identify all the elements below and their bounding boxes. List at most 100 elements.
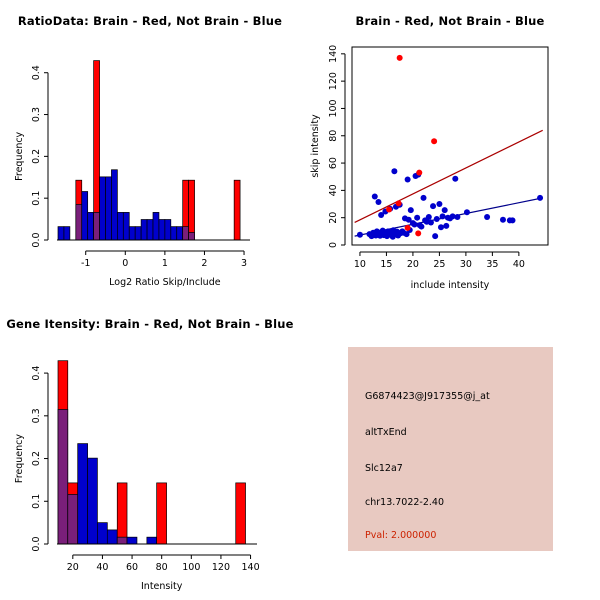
- scatter-point: [356, 231, 363, 238]
- histogram-bar: [235, 482, 246, 545]
- x-tick-label: 30: [460, 259, 472, 270]
- histogram-bar: [134, 226, 142, 241]
- y-tick-label: 0.2: [31, 451, 42, 466]
- svg-ratio-content: 0.0 0.1 0.2 0.3 0.4 -1 0 1 2 3 Log2 Ratio Skip/Inc…: [14, 60, 250, 288]
- histogram-bar-overlap: [182, 226, 189, 241]
- histogram-bar: [128, 226, 136, 241]
- fit-line-brain-fit: [354, 129, 543, 224]
- scatter-point: [386, 206, 393, 213]
- plot-area: [354, 54, 544, 240]
- scatter-point: [431, 138, 438, 145]
- scatter-point: [375, 198, 382, 205]
- x-tick-label: 80: [156, 562, 168, 573]
- x-tick-label: 40: [513, 259, 525, 270]
- histogram-bar: [170, 226, 178, 241]
- y-tick-label: 0.1: [31, 494, 42, 509]
- histogram-bar: [146, 536, 157, 545]
- histogram-bar: [176, 226, 184, 241]
- y-tick-label: 0: [328, 242, 339, 248]
- scatter-point: [416, 169, 423, 176]
- scatter-point: [407, 207, 414, 214]
- scatter-point: [484, 214, 491, 221]
- histogram-bar: [156, 482, 167, 545]
- histogram-bar-overlap: [67, 494, 79, 545]
- y-tick-label: 0.4: [31, 65, 42, 80]
- info-locus: chr13.7022-2.40: [365, 497, 445, 508]
- histogram-bar: [77, 443, 88, 545]
- scatter-point: [454, 214, 461, 221]
- scatter-point: [427, 219, 434, 226]
- scatter-point: [418, 223, 425, 230]
- histogram-bar: [233, 179, 241, 241]
- x-tick-label: 100: [182, 562, 200, 573]
- histogram-bar: [97, 522, 108, 545]
- x-tick-label: 25: [433, 259, 445, 270]
- scatter-point: [414, 214, 421, 221]
- scatter-point: [436, 201, 443, 208]
- scatter-point: [430, 203, 437, 210]
- gene-info-panel: G6874423@J917355@j_at altTxEnd Slc12a7 c…: [348, 347, 553, 551]
- y-tick-label: 0.3: [31, 408, 42, 423]
- histogram-bar: [87, 212, 94, 241]
- plot-frame: [351, 46, 549, 246]
- histogram-bar: [99, 176, 106, 241]
- x-tick-label: 10: [354, 259, 366, 270]
- x-tick-label: 3: [241, 258, 247, 269]
- histogram-bar: [152, 212, 160, 241]
- histogram-bar-overlap: [75, 204, 83, 241]
- y-tick-label: 0.1: [31, 191, 42, 206]
- x-tick-label: 2: [201, 258, 207, 269]
- y-tick-label: 60: [328, 157, 339, 169]
- scatter-point: [411, 221, 418, 228]
- x-tick-label: -1: [81, 258, 90, 269]
- ratio-histogram-title: RatioData: Brain - Red, Not Brain - Blue: [17, 14, 283, 28]
- histogram-bar-overlap: [188, 232, 195, 241]
- x-axis-label: include intensity: [411, 280, 490, 291]
- scatter-point: [432, 233, 439, 240]
- info-probe-id: G6874423@J917355@j_at: [365, 391, 490, 402]
- histogram-bar: [188, 179, 195, 241]
- histogram-bar: [117, 212, 124, 241]
- y-tick-label: 0.0: [31, 536, 42, 551]
- x-tick-label: 1: [162, 258, 168, 269]
- histogram-bar: [146, 219, 154, 241]
- scatter-point: [499, 216, 506, 223]
- histogram-bar-overlap: [57, 409, 69, 545]
- scatter-point: [463, 209, 470, 216]
- histogram-bar-overlap: [116, 536, 128, 545]
- scatter-point: [509, 217, 516, 224]
- histogram-bar: [122, 212, 130, 241]
- scatter-point: [396, 54, 403, 61]
- x-tick-label: 40: [96, 562, 108, 573]
- scatter-point: [437, 224, 444, 231]
- y-tick-label: 120: [328, 72, 339, 90]
- histogram-bar: [87, 457, 98, 545]
- histogram-bar: [57, 226, 65, 241]
- panel-gene-intensity-histogram: Gene Itensity: Brain - Red, Not Brain - …: [0, 300, 300, 600]
- x-tick-label: 20: [67, 562, 79, 573]
- y-tick-label: 0.0: [31, 232, 42, 247]
- histogram-bar: [158, 219, 166, 241]
- info-event-type: altTxEnd: [365, 427, 407, 438]
- histogram-bar: [126, 536, 138, 545]
- info-pval: Pval: 2.000000: [365, 530, 437, 541]
- x-tick-label: 15: [380, 259, 392, 270]
- scatter-point: [443, 222, 450, 229]
- x-axis-label: Intensity: [141, 581, 183, 592]
- y-axis-label: Frequency: [14, 434, 25, 483]
- scatter-point: [405, 216, 412, 223]
- scatter-point: [452, 175, 459, 182]
- scatter-point: [425, 214, 432, 221]
- scatter-point: [449, 213, 456, 220]
- scatter-point: [404, 176, 411, 183]
- histogram-bar: [106, 529, 118, 545]
- histogram-bar: [105, 176, 112, 241]
- y-tick-label: 0.3: [31, 107, 42, 122]
- x-axis-label: Log2 Ratio Skip/Include: [109, 277, 221, 288]
- y-tick-label: 100: [328, 99, 339, 117]
- y-tick-label: 80: [328, 130, 339, 142]
- scatter-point: [420, 194, 427, 201]
- y-tick-label: 0.4: [31, 366, 42, 381]
- histogram-bar: [111, 169, 118, 241]
